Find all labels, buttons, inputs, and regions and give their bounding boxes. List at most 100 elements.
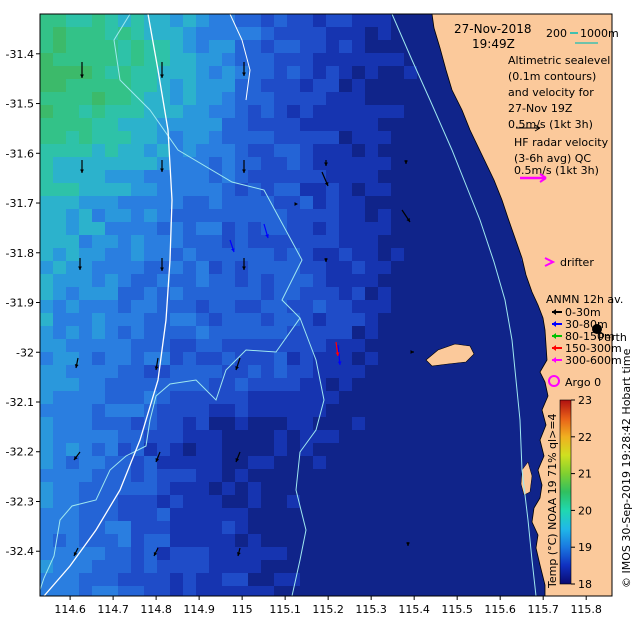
sst-cell — [261, 287, 275, 301]
sst-cell — [365, 300, 379, 314]
sst-cell — [92, 40, 106, 54]
sst-cell — [40, 222, 54, 236]
sst-cell — [391, 183, 405, 197]
sst-cell — [313, 495, 327, 509]
sst-cell — [521, 378, 535, 392]
sst-cell — [105, 404, 119, 418]
sst-cell — [352, 417, 366, 431]
sst-cell — [222, 92, 236, 106]
sst-cell — [417, 118, 431, 132]
sst-cell — [508, 339, 522, 353]
sst-cell — [53, 326, 67, 340]
sst-cell — [261, 417, 275, 431]
sst-cell — [196, 469, 210, 483]
sst-cell — [170, 92, 184, 106]
sst-cell — [209, 157, 223, 171]
sst-cell — [92, 196, 106, 210]
sst-cell — [326, 274, 340, 288]
sst-cell — [209, 313, 223, 327]
sst-cell — [79, 339, 93, 353]
sst-cell — [248, 27, 262, 41]
sst-cell — [105, 586, 119, 596]
sst-cell — [40, 170, 54, 184]
sst-cell — [443, 274, 457, 288]
sst-cell — [456, 469, 470, 483]
sst-cell — [79, 144, 93, 158]
sst-cell — [248, 573, 262, 587]
sst-cell — [352, 573, 366, 587]
sst-cell — [482, 313, 496, 327]
sst-cell — [79, 352, 93, 366]
sst-cell — [430, 183, 444, 197]
sst-cell — [144, 222, 158, 236]
sst-cell — [391, 560, 405, 574]
sst-cell — [430, 560, 444, 574]
sst-cell — [170, 248, 184, 262]
sst-cell — [352, 183, 366, 197]
sst-cell — [196, 170, 210, 184]
sst-cell — [404, 521, 418, 535]
sst-cell — [391, 287, 405, 301]
sst-cell — [170, 170, 184, 184]
sst-cell — [235, 391, 249, 405]
sst-cell — [391, 27, 405, 41]
sst-cell — [495, 391, 509, 405]
sst-cell — [222, 586, 236, 596]
sst-cell — [261, 196, 275, 210]
sst-cell — [40, 508, 54, 522]
sst-cell — [92, 261, 106, 275]
x-tick-label: 114.9 — [183, 603, 215, 616]
sst-cell — [79, 495, 93, 509]
sst-cell — [326, 508, 340, 522]
sst-cell — [209, 495, 223, 509]
sst-cell — [183, 170, 197, 184]
sst-cell — [105, 339, 119, 353]
sst-cell — [66, 443, 80, 457]
velocity-arrow — [404, 160, 408, 164]
sst-cell — [404, 404, 418, 418]
sst-cell — [287, 157, 301, 171]
map-legend: 27-Nov-2018 19:49Z 200 1000m Altimetric … — [454, 22, 627, 389]
sst-cell — [443, 313, 457, 327]
sst-cell — [131, 209, 145, 223]
x-tick-label: 115.3 — [355, 603, 387, 616]
velocity-arrow — [236, 547, 241, 557]
sst-cell — [274, 222, 288, 236]
sst-cell — [417, 261, 431, 275]
sst-cell — [378, 391, 392, 405]
sst-cell — [456, 573, 470, 587]
sst-cell — [118, 443, 132, 457]
sst-cell — [456, 144, 470, 158]
sst-cell — [417, 495, 431, 509]
hf-radar-line-1: HF radar velocity — [514, 136, 609, 149]
sst-cell — [274, 391, 288, 405]
velocity-arrow — [242, 258, 246, 270]
sst-cell — [534, 352, 548, 366]
sst-cell — [131, 40, 145, 54]
sst-cell — [326, 313, 340, 327]
sst-cell — [66, 66, 80, 80]
sst-cell — [79, 508, 93, 522]
sst-cell — [105, 27, 119, 41]
sst-cell — [92, 248, 106, 262]
sst-cell — [79, 326, 93, 340]
sst-cell — [131, 521, 145, 535]
velocity-arrow — [242, 62, 246, 76]
sst-cell — [235, 261, 249, 275]
sst-cell — [170, 378, 184, 392]
sst-cell — [274, 300, 288, 314]
sst-cell — [352, 144, 366, 158]
sst-cell — [248, 14, 262, 28]
sst-cell — [313, 27, 327, 41]
sst-cell — [326, 66, 340, 80]
sst-cell — [300, 326, 314, 340]
sst-cell — [235, 131, 249, 145]
sst-cell — [339, 534, 353, 548]
sst-cell — [248, 534, 262, 548]
sst-cell — [66, 430, 80, 444]
sst-cell — [66, 313, 80, 327]
sst-cell — [378, 443, 392, 457]
sst-cell — [469, 521, 483, 535]
sst-cell — [352, 534, 366, 548]
sst-cell — [391, 482, 405, 496]
